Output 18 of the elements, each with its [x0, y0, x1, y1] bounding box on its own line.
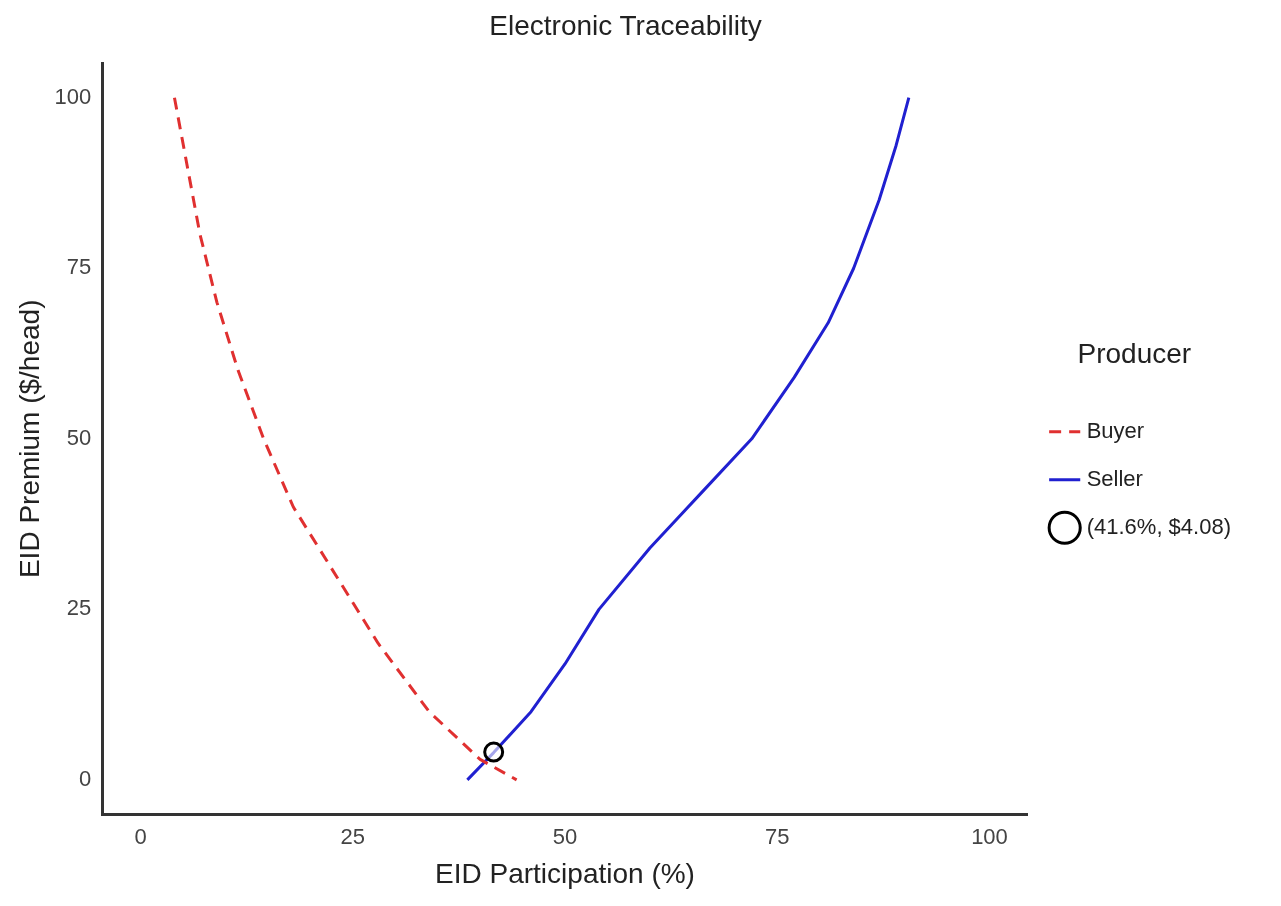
y-axis-title: EID Premium ($/head) — [13, 299, 45, 579]
x-tick-label: 75 — [765, 824, 790, 850]
line-series — [172, 96, 519, 782]
x-tick-label: 50 — [552, 824, 578, 850]
legend-label: Seller — [1086, 465, 1143, 491]
x-axis-title: EID Participation (%) — [435, 857, 695, 889]
legend-label: (41.6%, $4.08) — [1086, 513, 1231, 539]
y-tick-label: 25 — [66, 595, 92, 621]
x-tick-label: 100 — [971, 824, 1008, 850]
legend-label: Buyer — [1086, 417, 1145, 443]
legend-title: Producer — [1077, 337, 1192, 369]
y-tick-label: 0 — [79, 765, 92, 791]
chart-title: Electronic Traceability — [489, 9, 762, 41]
y-tick-label: 50 — [66, 424, 92, 450]
x-tick-label: 25 — [340, 824, 365, 850]
y-tick-label: 100 — [54, 83, 92, 109]
y-tick-label: 75 — [66, 254, 92, 280]
x-tick-label: 0 — [134, 824, 147, 850]
